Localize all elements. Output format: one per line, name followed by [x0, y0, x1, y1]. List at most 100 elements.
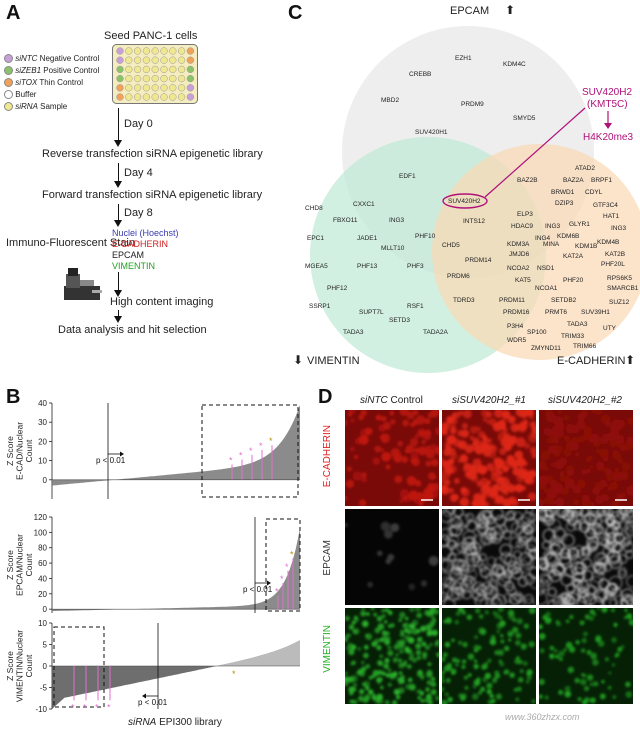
gene-center: EDF1: [399, 173, 416, 180]
plate-well: [169, 84, 177, 92]
hit-star: *: [249, 446, 253, 456]
plate-well: [186, 74, 195, 83]
highlight-label-1: SUV420H2: [582, 87, 632, 98]
microscopy-tile: [539, 410, 633, 506]
gene-right: UTY: [603, 325, 617, 332]
y-tick-label: 60: [38, 559, 47, 568]
hit-star: *: [285, 562, 289, 572]
p-value-label: p < 0.01: [96, 456, 126, 465]
legend-dot: [4, 54, 13, 64]
gene-center: CHD5: [442, 242, 460, 249]
zscore-area: [52, 404, 300, 486]
hit-star: *: [280, 574, 284, 584]
plate-well: [142, 93, 151, 101]
gene-right: SMARCB1: [607, 285, 639, 292]
gene-top: SMYD5: [513, 115, 536, 122]
microscopy-tile: [442, 509, 536, 605]
gene-right: P3H4: [507, 323, 524, 330]
flow-arrow-head: [114, 181, 122, 188]
gene-right: DZIP3: [555, 200, 574, 207]
plate-well: [151, 56, 159, 64]
gene-left: SSRP1: [309, 303, 331, 310]
gene-top: SUV420H1: [415, 129, 448, 136]
legend-item: siRNA Sample: [4, 102, 114, 114]
microscopy-tile: [442, 410, 536, 506]
gene-center: PRDM14: [465, 257, 492, 264]
plate-well: [160, 47, 168, 55]
zscore-area: [52, 528, 300, 612]
plate-well: [142, 84, 151, 92]
plate-well: [160, 84, 168, 92]
gene-right: ING4: [535, 235, 551, 242]
highlight-label-2: (KMT5C): [587, 99, 628, 110]
y-tick-label: 40: [38, 574, 47, 583]
y-tick-label: -10: [35, 705, 47, 714]
plate-well: [186, 65, 195, 74]
y-tick-label: 120: [34, 513, 48, 522]
gene-right: BAZ2A: [563, 177, 584, 184]
gene-right: KDM6B: [557, 233, 579, 240]
panel-a-letter: A: [6, 2, 21, 24]
plate-well: [186, 84, 195, 92]
gene-left: PHF12: [327, 285, 348, 292]
row-label-ecadherin: E-CADHERIN: [322, 425, 333, 488]
plate-well: [177, 84, 186, 92]
panel-d-letter: D: [318, 386, 333, 408]
gene-right: GLYR1: [569, 221, 590, 228]
gene-right: SUZ12: [609, 299, 630, 306]
gene-right: ATAD2: [575, 165, 595, 172]
plate-well: [133, 56, 142, 64]
plate-well: [116, 65, 124, 74]
step-day-0: Day 0: [124, 118, 153, 130]
hit-star: *: [95, 702, 99, 712]
plate-well: [133, 74, 142, 83]
hit-region-box: [201, 404, 299, 498]
hit-star: *: [107, 702, 111, 712]
vimentin-down-arrow: ⬇: [293, 353, 303, 367]
analysis-label: Data analysis and hit selection: [58, 324, 207, 336]
legend-item: siZEB1 Positive Control: [4, 66, 114, 78]
flow-arrow: [118, 163, 119, 183]
y-tick-label: 0: [43, 476, 48, 485]
legend-dot: [4, 90, 13, 100]
plate-well: [186, 47, 195, 55]
y-tick-label: 10: [38, 457, 47, 466]
step-label-2: Immuno-Fluorescent Stain: [6, 237, 135, 249]
plate-well: [169, 65, 177, 74]
zscore-area: [52, 640, 300, 709]
hit-star: *: [71, 702, 75, 712]
gene-top: MBD2: [381, 97, 399, 104]
gene-left: PHF10: [415, 233, 436, 240]
gene-right: KDM3A: [507, 241, 530, 248]
plate-well: [169, 56, 177, 64]
step-day-4: Day 4: [124, 167, 153, 179]
plate-well: [177, 56, 186, 64]
threshold-arrow-head: [267, 580, 271, 586]
plate-well: [125, 47, 133, 55]
gene-left: EPC1: [307, 235, 324, 242]
label-vimentin: VIMENTIN: [307, 355, 360, 367]
plate-well: [125, 84, 133, 92]
imaging-label: High content imaging: [110, 296, 214, 308]
step-label-0: Reverse transfection siRNA epigenetic li…: [42, 148, 263, 160]
plate-well: [160, 74, 168, 83]
gene-right: GTF3C4: [593, 202, 618, 209]
plate-well: [151, 47, 159, 55]
gene-right: ZMYND11: [531, 345, 561, 352]
gene-right: KAT2B: [605, 251, 625, 258]
mark-label: H4K20me3: [583, 132, 633, 143]
plate-well: [177, 47, 186, 55]
step-day-8: Day 8: [124, 207, 153, 219]
y-axis-label: Z ScoreEPCAM/NuclearCount: [5, 534, 34, 596]
y-tick-label: 30: [38, 418, 47, 427]
y-tick-label: 10: [38, 619, 47, 628]
y-tick-label: 20: [38, 590, 47, 599]
panel-c-letter: C: [288, 2, 303, 24]
plate-well: [125, 65, 133, 74]
y-tick-label: 0: [43, 605, 48, 614]
gene-left: CHD8: [305, 205, 323, 212]
gene-right: SUV39H1: [581, 309, 610, 316]
threshold-arrow-head: [120, 451, 124, 457]
gene-right: MINA: [543, 241, 560, 248]
gene-left: ING3: [389, 217, 405, 224]
